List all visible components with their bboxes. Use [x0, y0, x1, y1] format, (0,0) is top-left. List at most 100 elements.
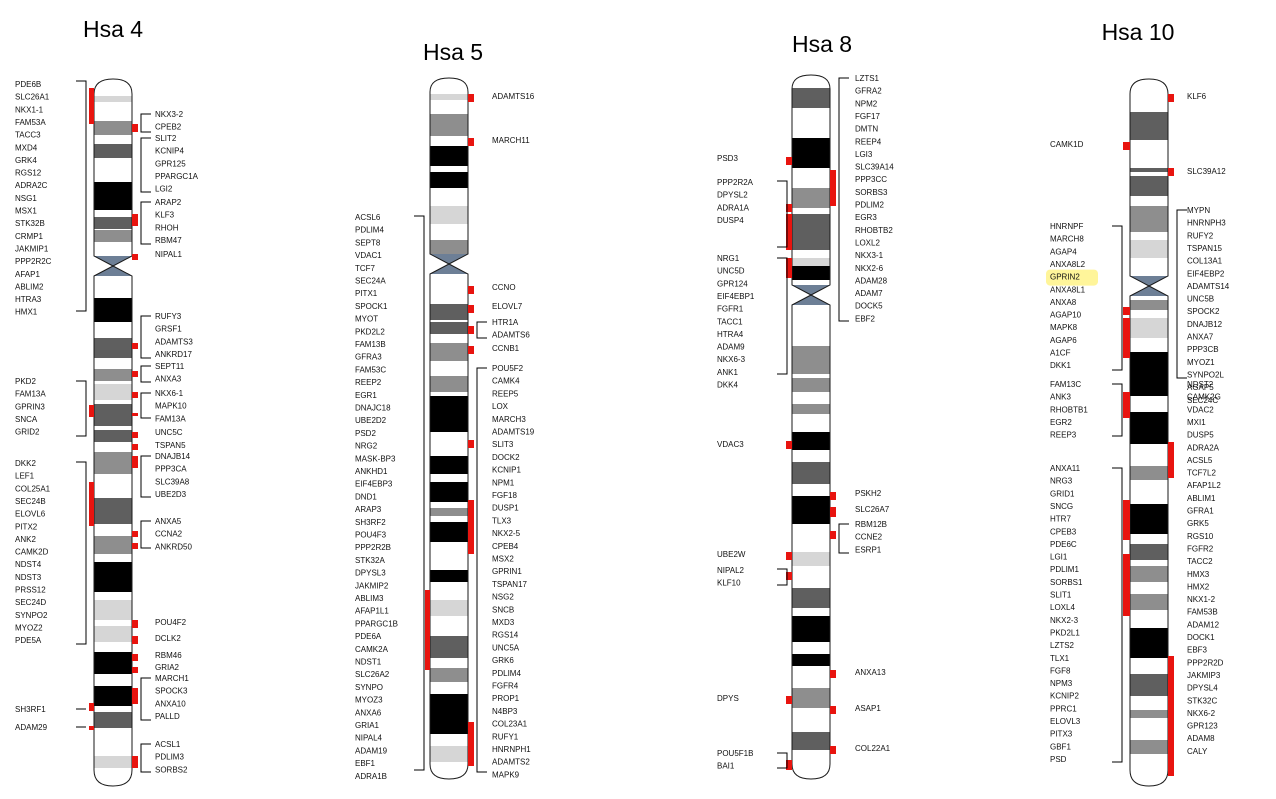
- gene-label: NKX2-6: [855, 264, 884, 273]
- gene-label: GPR123: [1187, 722, 1218, 731]
- gene-label: NRG2: [355, 442, 378, 451]
- gene-label: SNCB: [492, 605, 514, 614]
- gene-label: PPP3CC: [855, 175, 887, 184]
- gene-label: LZTS2: [1050, 641, 1075, 650]
- gene-label: SLC26A2: [355, 670, 390, 679]
- gene-label: EGR2: [1050, 418, 1072, 427]
- gene-label: DPYSL3: [355, 569, 386, 578]
- gene-label: NDST1: [355, 658, 382, 667]
- gene-label: PSD2: [355, 429, 376, 438]
- gene-label: ANKHD1: [355, 467, 388, 476]
- gene-label: PSD3: [717, 154, 738, 163]
- gene-label: ABLIM1: [1187, 494, 1216, 503]
- gene-label: ANKRD17: [155, 350, 192, 359]
- marker-bars-hsa8: [786, 157, 836, 770]
- gene-label: NPM3: [1050, 679, 1073, 688]
- gene-label: MXD3: [492, 618, 515, 627]
- gene-label: KCNIP1: [492, 466, 521, 475]
- gene-label: DKK4: [717, 381, 738, 390]
- gene-label: SEC24D: [15, 598, 46, 607]
- gene-label: ADRA2A: [1187, 443, 1220, 452]
- gene-label: GPRIN3: [15, 402, 45, 411]
- gene-label: SYNPO2L: [1187, 370, 1224, 379]
- gene-label: FGFR4: [492, 682, 519, 691]
- gene-labels-right-hsa10: KLF6 SLC39A12 MYPN HNRNPH3 RUFY2 TSPAN15 COL13…: [1187, 92, 1230, 756]
- gene-label: EIF4EBP3: [355, 480, 393, 489]
- gene-label: SLC26A7: [855, 505, 890, 514]
- gene-label: DUSP4: [717, 216, 744, 225]
- gene-label: FGFR1: [717, 305, 744, 314]
- gene-label: NKX2-5: [492, 529, 521, 538]
- gene-label: GRID1: [1050, 489, 1075, 498]
- gene-label: PITX1: [355, 289, 378, 298]
- gene-label: FAM53A: [15, 118, 46, 127]
- gene-label: EGR3: [855, 213, 877, 222]
- gene-label: POU5F2: [492, 364, 524, 373]
- gene-label: CPEB2: [155, 123, 182, 132]
- gene-label: SH3RF2: [355, 518, 386, 527]
- marker-bars-hsa4: [89, 88, 138, 768]
- gene-label: PITX2: [15, 522, 38, 531]
- gene-label: NDST2: [1187, 380, 1214, 389]
- gene-label: HNRNPH1: [492, 745, 531, 754]
- gene-label: ADAM12: [1187, 620, 1220, 629]
- gene-label: LGI1: [1050, 553, 1068, 562]
- band-pattern-hsa8: [792, 88, 830, 750]
- gene-label: EBF1: [355, 759, 376, 768]
- gene-label: DOCK2: [492, 453, 520, 462]
- gene-label: RUFY2: [1187, 231, 1214, 240]
- gene-label: DOCK5: [855, 302, 883, 311]
- gene-labels-left-hsa5: ACSL6 PDLIM4 SEPT8 VDAC1 TCF7 SEC24A PITX1 SPOC…: [355, 213, 398, 781]
- gene-label: POU4F2: [155, 618, 187, 627]
- gene-label: PPP2R2A: [717, 178, 754, 187]
- gene-label: ARAP3: [355, 505, 382, 514]
- gene-label: CAMK2A: [355, 645, 389, 654]
- chromosome-hsa10: Hsa 10: [1046, 19, 1230, 787]
- gene-label: ANXA11: [1050, 464, 1081, 473]
- gene-label: JAKMIP3: [1187, 671, 1221, 680]
- gene-label: FAM13A: [15, 390, 46, 399]
- gene-label: RBM47: [155, 236, 182, 245]
- gene-label: REEP2: [355, 378, 382, 387]
- chromosome-hsa8: Hsa 8: [717, 31, 894, 780]
- gene-label: ELOVL7: [492, 302, 523, 311]
- gene-label: AGAP10: [1050, 311, 1082, 320]
- gene-label: SEC24A: [355, 277, 386, 286]
- gene-label: UNC5D: [717, 267, 745, 276]
- gene-label: SPOCK2: [1187, 307, 1220, 316]
- band-pattern-hsa10: [1130, 112, 1168, 754]
- gene-label: ABLIM2: [15, 282, 44, 291]
- gene-label: SPOCK1: [355, 302, 388, 311]
- brackets-hsa4: [76, 80, 151, 773]
- gene-label: STK32B: [15, 219, 45, 228]
- gene-label: EIF4EBP2: [1187, 269, 1225, 278]
- gene-label: LZTS1: [855, 74, 880, 83]
- gene-label: PDLIM1: [1050, 565, 1079, 574]
- gene-label: COL25A1: [15, 484, 51, 493]
- gene-label: UNC5C: [155, 428, 183, 437]
- gene-label: MSX2: [492, 555, 514, 564]
- gene-label: ADAMTS16: [492, 92, 535, 101]
- gene-label: NKX3-2: [155, 110, 184, 119]
- gene-label: DPYSL4: [1187, 684, 1218, 693]
- gene-label: MAPK8: [1050, 323, 1078, 332]
- gene-label: HTR7: [1050, 515, 1071, 524]
- gene-label: NDST3: [15, 573, 42, 582]
- gene-label: MYOZ3: [355, 696, 383, 705]
- chromosome-title-hsa4: Hsa 4: [83, 16, 143, 42]
- gene-label: GPR124: [717, 279, 748, 288]
- gene-label: ARAP2: [155, 198, 182, 207]
- gene-label: LOXL4: [1050, 603, 1075, 612]
- gene-label: CAMK4: [492, 377, 520, 386]
- gene-label: DCLK2: [155, 634, 181, 643]
- gene-label: STK32A: [355, 556, 385, 565]
- gene-label: DNAJC18: [355, 404, 391, 413]
- gene-label: MARCH1: [155, 674, 189, 683]
- gene-label: AFAP1: [15, 270, 40, 279]
- gene-label: FGF18: [492, 491, 517, 500]
- gene-label: ADAMTS6: [492, 331, 530, 340]
- gene-label: MASK-BP3: [355, 454, 396, 463]
- gene-label: ADAM29: [15, 723, 48, 732]
- gene-label: UNC5B: [1187, 295, 1214, 304]
- gene-label: CALY: [1187, 747, 1208, 756]
